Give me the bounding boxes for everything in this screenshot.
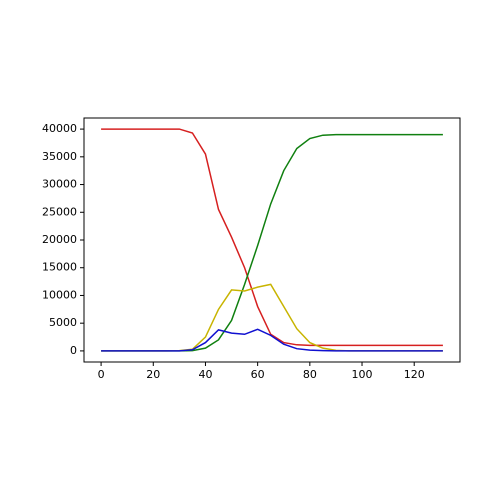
y-tick-label: 15000 — [42, 261, 77, 274]
x-tick-label: 100 — [352, 368, 373, 381]
axes-frame — [83, 117, 461, 363]
y-tick-label: 35000 — [42, 150, 77, 163]
y-tick-label: 30000 — [42, 178, 77, 191]
series-line — [101, 328, 443, 352]
y-tick-label: 0 — [70, 344, 77, 357]
x-tick-label: 0 — [98, 368, 105, 381]
series-line — [101, 283, 443, 352]
x-tick-label: 40 — [198, 368, 212, 381]
y-tick-label: 40000 — [42, 122, 77, 135]
x-tick-label: 80 — [303, 368, 317, 381]
y-tick-label: 5000 — [49, 316, 77, 329]
y-tick-label: 10000 — [42, 288, 77, 301]
series-line — [101, 128, 443, 347]
y-tick-label: 25000 — [42, 205, 77, 218]
x-tick-label: 20 — [146, 368, 160, 381]
x-tick-label: 60 — [251, 368, 265, 381]
x-tick-label: 120 — [404, 368, 425, 381]
y-tick-label: 20000 — [42, 233, 77, 246]
series-line — [101, 133, 443, 352]
